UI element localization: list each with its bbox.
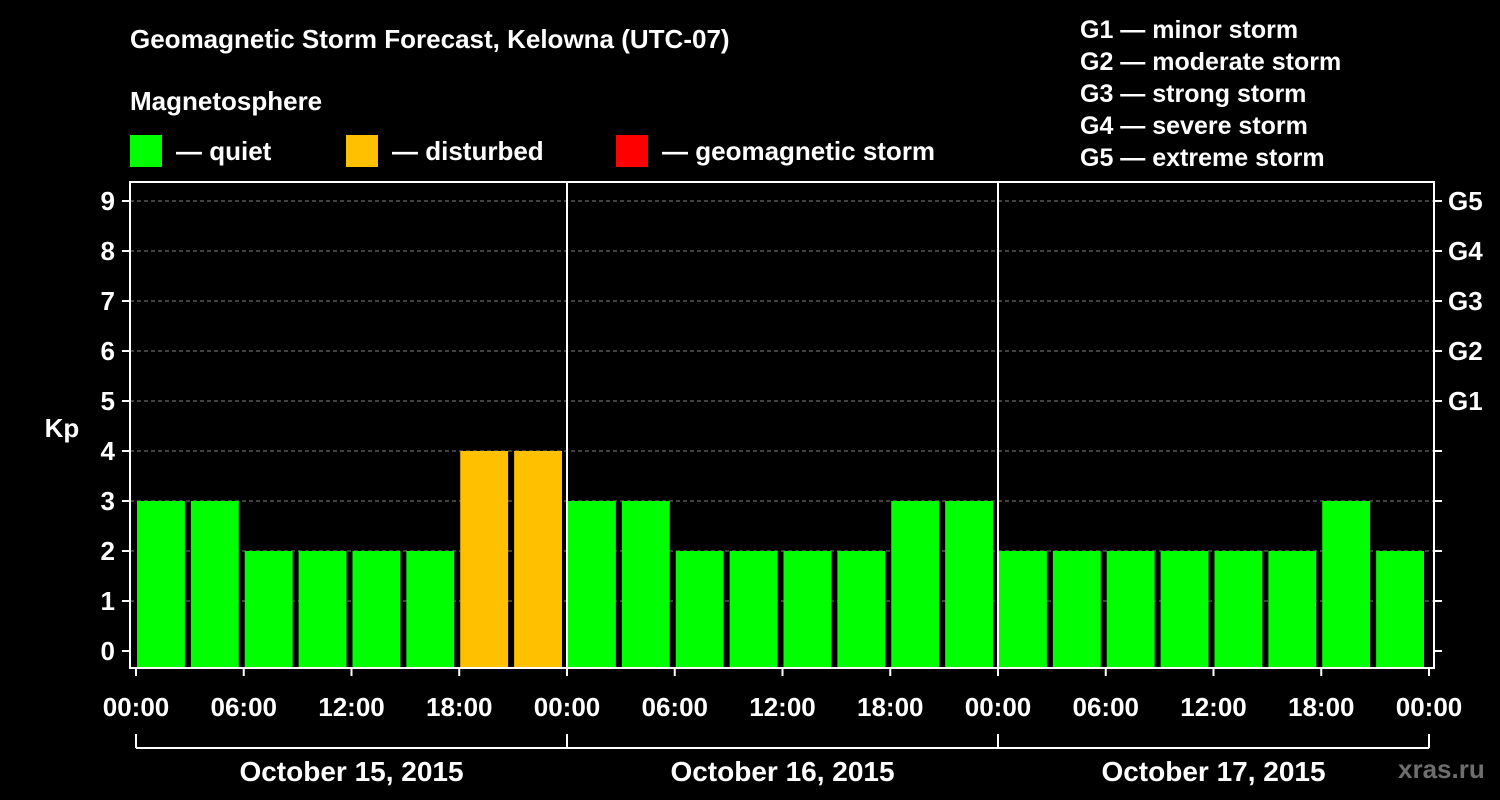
legend-storm-label: — geomagnetic storm	[662, 135, 936, 166]
kp-bar	[298, 551, 347, 668]
y-tick-label: 8	[101, 236, 115, 266]
legend-quiet: — quiet	[130, 135, 271, 167]
y-tick-label: 9	[101, 186, 115, 216]
x-tick-label: 00:00	[103, 692, 170, 722]
kp-bar	[352, 551, 401, 668]
storm-swatch	[616, 135, 648, 167]
kp-bar	[190, 501, 239, 668]
y-tick-label: 5	[101, 386, 115, 416]
x-tick-label: 06:00	[1073, 692, 1140, 722]
kp-bar	[999, 551, 1047, 668]
kp-bar	[1160, 551, 1209, 668]
legend-quiet-label: — quiet	[176, 135, 272, 166]
storm-scale-g4: G4 — severe storm	[1080, 112, 1308, 140]
kp-bar	[568, 501, 616, 668]
kp-bar	[621, 501, 670, 668]
kp-bar	[783, 551, 832, 668]
watermark: xras.ru	[1398, 754, 1485, 784]
chart-title: Geomagnetic Storm Forecast, Kelowna (UTC…	[130, 24, 730, 54]
kp-bar	[1106, 551, 1155, 668]
quiet-swatch	[130, 135, 162, 167]
y-tick-label: 1	[101, 586, 115, 616]
x-tick-label: 18:00	[426, 692, 493, 722]
kp-bar	[837, 551, 886, 668]
x-tick-label: 12:00	[1180, 692, 1247, 722]
kp-bar	[244, 551, 293, 668]
day-label: October 15, 2015	[239, 756, 463, 787]
kp-bar	[406, 551, 455, 668]
storm-level-label: G4	[1448, 236, 1483, 266]
kp-bar	[891, 501, 940, 668]
legend-disturbed: — disturbed	[346, 135, 544, 167]
x-tick-label: 18:00	[857, 692, 924, 722]
kp-bar	[514, 451, 562, 668]
storm-scale-g5: G5 — extreme storm	[1080, 144, 1325, 172]
legend-title: Magnetosphere	[130, 86, 323, 116]
kp-bar	[1322, 501, 1371, 668]
kp-bar	[137, 501, 185, 668]
x-tick-label: 06:00	[211, 692, 278, 722]
storm-scale-g3: G3 — strong storm	[1080, 80, 1307, 108]
kp-bar	[729, 551, 778, 668]
y-tick-label: 4	[101, 436, 116, 466]
y-tick-label: 7	[101, 286, 115, 316]
storm-level-label: G1	[1448, 386, 1483, 416]
kp-bar	[1052, 551, 1101, 668]
x-tick-label: 06:00	[642, 692, 709, 722]
x-tick-label: 12:00	[318, 692, 385, 722]
kp-bar	[675, 551, 724, 668]
x-tick-label: 00:00	[1396, 692, 1463, 722]
y-tick-label: 0	[101, 636, 115, 666]
disturbed-swatch	[346, 135, 378, 167]
kp-bar	[1376, 551, 1424, 668]
y-tick-label: 2	[101, 536, 115, 566]
day-label: October 16, 2015	[670, 756, 894, 787]
kp-bar	[460, 451, 509, 668]
storm-level-label: G5	[1448, 186, 1483, 216]
day-label: October 17, 2015	[1101, 756, 1325, 787]
legend-disturbed-label: — disturbed	[392, 135, 544, 166]
x-tick-label: 18:00	[1288, 692, 1355, 722]
y-tick-label: 3	[101, 486, 115, 516]
x-tick-label: 00:00	[534, 692, 601, 722]
storm-scale-g1: G1 — minor storm	[1080, 16, 1299, 44]
kp-bar	[945, 501, 993, 668]
x-tick-label: 12:00	[749, 692, 816, 722]
x-tick-label: 00:00	[965, 692, 1032, 722]
storm-scale-g2: G2 — moderate storm	[1080, 48, 1342, 76]
legend-storm: — geomagnetic storm	[616, 135, 935, 167]
kp-bar	[1214, 551, 1263, 668]
y-axis-label: Kp	[45, 413, 80, 443]
storm-level-label: G3	[1448, 286, 1483, 316]
kp-bar	[1268, 551, 1317, 668]
storm-level-label: G2	[1448, 336, 1483, 366]
y-tick-label: 6	[101, 336, 115, 366]
storm-scale-legend: G1 — minor storm G2 — moderate storm G3 …	[1080, 14, 1341, 174]
